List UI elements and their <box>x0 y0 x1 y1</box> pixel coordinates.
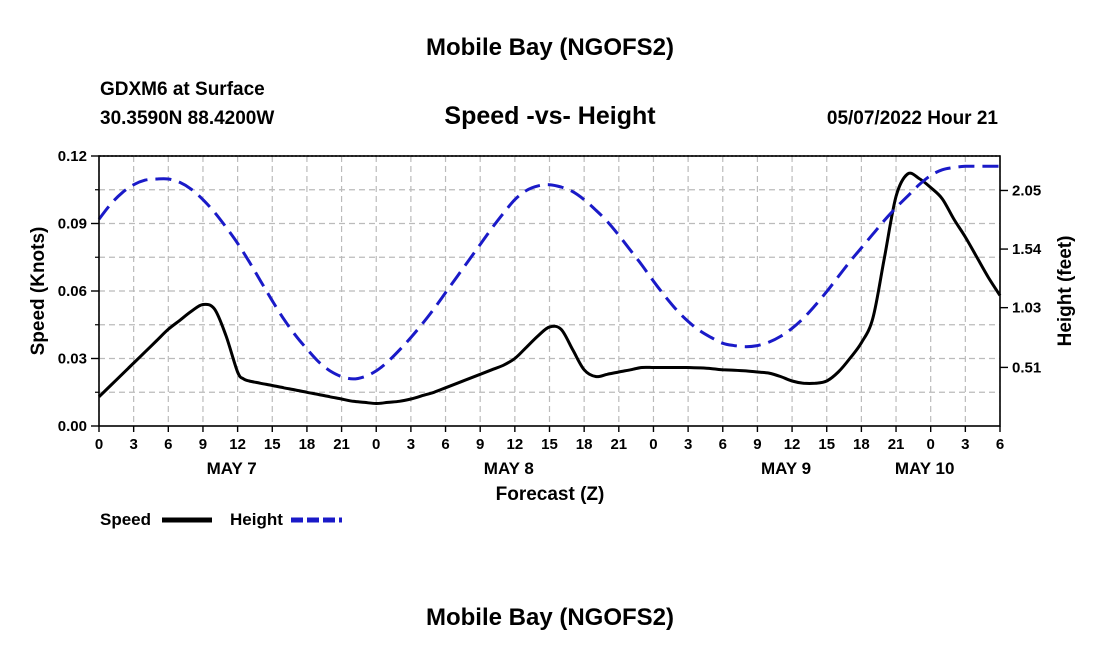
plot-frame <box>98 155 1001 427</box>
x-tick-label: 6 <box>719 436 727 453</box>
x-tick-label: 0 <box>649 436 657 453</box>
page-title: Mobile Bay (NGOFS2) <box>426 34 674 61</box>
series-group <box>97 164 1002 405</box>
x-tick-label: 3 <box>961 436 969 453</box>
left-axis-label: Speed (Knots) <box>28 227 49 356</box>
series-line-speed <box>97 171 1002 405</box>
date-label: MAY 7 <box>207 459 257 478</box>
legend: Speed Height <box>100 510 342 529</box>
left-tick-label: 0.09 <box>58 216 87 233</box>
x-tick-label: 9 <box>753 436 761 453</box>
right-tick-label: 2.05 <box>1012 182 1041 199</box>
x-tick-label: 3 <box>129 436 137 453</box>
x-tick-label: 15 <box>818 436 835 453</box>
x-tick-label: 21 <box>610 436 627 453</box>
date-label: MAY 10 <box>895 459 955 478</box>
x-tick-label: 18 <box>576 436 593 453</box>
right-tick-label: 1.54 <box>1012 241 1042 258</box>
station-label: GDXM6 at Surface <box>100 79 265 100</box>
legend-label-speed: Speed <box>100 510 151 529</box>
x-tick-label: 12 <box>229 436 246 453</box>
right-y-axis: 0.51 1.03 1.54 2.05 <box>1000 182 1042 376</box>
x-tick-label: 21 <box>888 436 905 453</box>
coordinates-label: 30.3590N 88.4200W <box>100 108 274 129</box>
footer-title: Mobile Bay (NGOFS2) <box>426 604 674 631</box>
right-axis-label: Height (feet) <box>1055 236 1076 347</box>
date-labels: MAY 7 MAY 8 MAY 9 MAY 10 <box>207 459 955 478</box>
x-tick-label: 9 <box>199 436 207 453</box>
left-tick-label: 0.00 <box>58 418 87 435</box>
series-line-height <box>97 164 1000 381</box>
x-axis-label: Forecast (Z) <box>496 484 605 505</box>
grid-lines <box>98 155 1001 426</box>
left-y-axis: 0.00 0.03 0.06 0.09 0.12 <box>58 148 99 435</box>
x-tick-label: 12 <box>507 436 524 453</box>
x-tick-label: 12 <box>784 436 801 453</box>
x-axis: 0 3 6 9 12 15 18 21 0 3 6 9 12 15 18 21 0 3 6 9 12 15 18 21 0 3 6 <box>95 426 1004 453</box>
x-tick-label: 0 <box>95 436 103 453</box>
left-tick-label: 0.06 <box>58 283 87 300</box>
legend-label-height: Height <box>230 510 283 529</box>
date-label: MAY 8 <box>484 459 534 478</box>
x-tick-label: 18 <box>853 436 870 453</box>
timestamp-label: 05/07/2022 Hour 21 <box>827 108 999 129</box>
date-label: MAY 9 <box>761 459 811 478</box>
x-tick-label: 21 <box>333 436 350 453</box>
chart-title: Speed -vs- Height <box>444 102 656 130</box>
x-tick-label: 18 <box>299 436 316 453</box>
left-tick-label: 0.12 <box>58 148 87 165</box>
left-tick-label: 0.03 <box>58 351 87 368</box>
right-tick-label: 0.51 <box>1012 359 1041 376</box>
x-tick-label: 6 <box>996 436 1004 453</box>
x-tick-label: 3 <box>684 436 692 453</box>
x-tick-label: 9 <box>476 436 484 453</box>
x-tick-label: 15 <box>541 436 558 453</box>
x-tick-label: 15 <box>264 436 281 453</box>
x-tick-label: 0 <box>372 436 380 453</box>
x-tick-label: 6 <box>441 436 449 453</box>
x-tick-label: 3 <box>407 436 415 453</box>
right-tick-label: 1.03 <box>1012 300 1041 317</box>
x-tick-label: 6 <box>164 436 172 453</box>
x-tick-label: 0 <box>927 436 935 453</box>
